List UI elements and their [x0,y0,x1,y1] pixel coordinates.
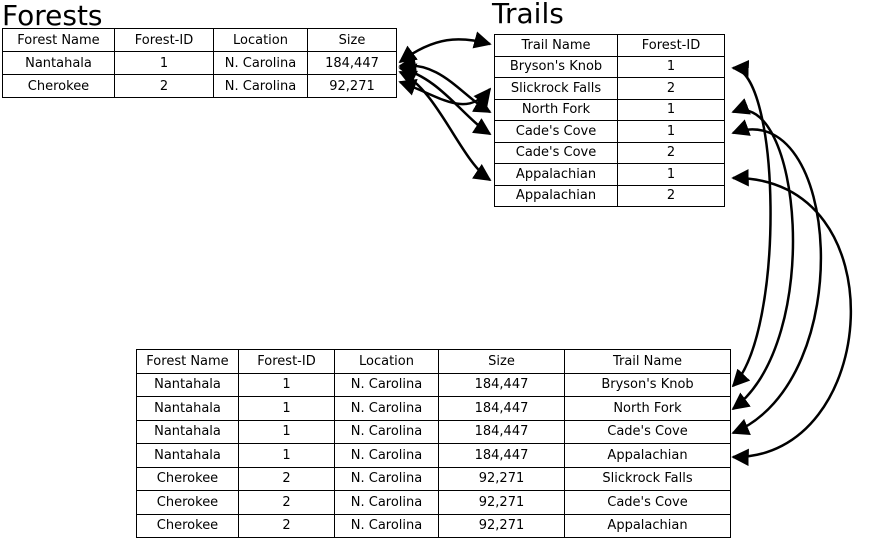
table-header-row: Trail Name Forest-ID [494,34,725,57]
table-cell: N. Carolina [213,51,308,75]
column-header: Trail Name [494,34,618,57]
table-cell: N. Carolina [334,443,439,468]
table-cell: 184,447 [438,419,565,444]
table-row: North Fork 1 [494,98,725,121]
table-cell: North Fork [494,98,618,121]
table-cell: Cade's Cove [564,419,731,444]
table-cell: North Fork [564,396,731,421]
table-header-row: Forest Name Forest-ID Location Size [2,28,397,52]
join-arrow [398,78,492,107]
table-cell: 1 [238,443,335,468]
table-row: Nantahala 1 N. Carolina 184,447 Appalach… [136,443,731,468]
column-header: Trail Name [564,349,731,374]
table-cell: 1 [114,51,214,75]
table-row: Appalachian 1 [494,163,725,186]
table-row: Cherokee 2 N. Carolina 92,271 Slickrock … [136,466,731,491]
table-cell: 2 [238,513,335,538]
trails-table: Trail Name Forest-ID Bryson's Knob 1 Sli… [494,34,725,207]
table-row: Slickrock Falls 2 [494,77,725,100]
table-row: Nantahala 1 N. Carolina 184,447 Bryson's… [136,372,731,397]
table-cell: Appalachian [494,163,618,186]
result-arrow [731,169,853,467]
join-arrow [398,31,492,64]
table-cell: Appalachian [564,513,731,538]
table-row: Cherokee 2 N. Carolina 92,271 [2,74,397,98]
table-cell: 2 [238,466,335,491]
table-cell: Appalachian [494,184,618,207]
table-cell: Cherokee [136,466,239,491]
table-row: Nantahala 1 N. Carolina 184,447 Cade's C… [136,419,731,444]
table-cell: 92,271 [438,513,565,538]
table-cell: 2 [617,77,725,100]
column-header: Forest Name [136,349,239,374]
table-cell: 2 [617,184,725,207]
table-cell: 92,271 [438,466,565,491]
forests-title: Forests [2,0,103,32]
table-cell: 184,447 [438,372,565,397]
table-cell: 184,447 [438,443,565,468]
column-header: Size [438,349,565,374]
table-cell: Slickrock Falls [564,466,731,491]
table-cell: Cherokee [136,490,239,515]
result-arrow [731,98,795,411]
table-cell: N. Carolina [334,372,439,397]
table-cell: Appalachian [564,443,731,468]
table-row: Appalachian 2 [494,184,725,207]
table-cell: N. Carolina [334,419,439,444]
table-cell: 92,271 [307,74,397,98]
joined-table: Forest Name Forest-ID Location Size Trai… [136,349,731,538]
table-row: Cade's Cove 2 [494,141,725,164]
table-row: Bryson's Knob 1 [494,55,725,78]
column-header: Location [213,28,308,52]
table-cell: Nantahala [136,443,239,468]
table-cell: N. Carolina [334,466,439,491]
table-cell: 92,271 [438,490,565,515]
table-cell: N. Carolina [213,74,308,98]
table-cell: Nantahala [136,372,239,397]
result-arrow [731,60,772,388]
table-cell: Slickrock Falls [494,77,618,100]
table-cell: 2 [238,490,335,515]
table-cell: N. Carolina [334,513,439,538]
table-cell: 2 [114,74,214,98]
table-cell: N. Carolina [334,396,439,421]
table-row: Nantahala 1 N. Carolina 184,447 North Fo… [136,396,731,421]
column-header: Forest Name [2,28,115,52]
column-header: Location [334,349,439,374]
table-cell: 1 [617,98,725,121]
result-arrow [731,119,823,435]
table-cell: Bryson's Knob [564,372,731,397]
table-header-row: Forest Name Forest-ID Location Size Trai… [136,349,731,374]
table-cell: Cherokee [136,513,239,538]
table-cell: 1 [238,372,335,397]
table-row: Nantahala 1 N. Carolina 184,447 [2,51,397,75]
table-cell: 184,447 [438,396,565,421]
column-header: Forest-ID [238,349,335,374]
trails-title: Trails [492,0,564,30]
table-cell: Nantahala [136,419,239,444]
table-cell: Cherokee [2,74,115,98]
table-row: Cherokee 2 N. Carolina 92,271 Appalachia… [136,513,731,538]
forests-table: Forest Name Forest-ID Location Size Nant… [2,28,397,98]
table-cell: Nantahala [136,396,239,421]
table-cell: 1 [238,396,335,421]
table-cell: Bryson's Knob [494,55,618,78]
table-cell: 1 [238,419,335,444]
column-header: Forest-ID [617,34,725,57]
table-cell: 1 [617,55,725,78]
